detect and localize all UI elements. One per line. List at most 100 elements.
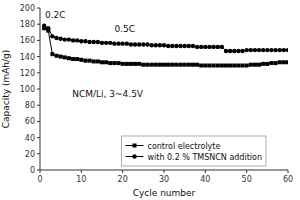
point: [240, 49, 244, 53]
point: [278, 48, 282, 52]
series: [42, 24, 288, 54]
x-tick-label: 30: [159, 175, 169, 184]
point: [46, 26, 50, 30]
point: [216, 64, 220, 68]
point: [92, 40, 96, 44]
point: [129, 42, 133, 46]
point: [100, 60, 104, 64]
point: [286, 60, 288, 64]
point: [133, 42, 137, 46]
point: [117, 61, 121, 65]
point: [55, 54, 59, 58]
plot-area: [42, 24, 288, 68]
point: [137, 42, 141, 46]
point: [108, 61, 112, 65]
point: [79, 39, 83, 43]
point: [145, 63, 149, 67]
y-tick: [37, 89, 40, 90]
point: [245, 64, 249, 68]
point: [92, 59, 96, 63]
point: [269, 48, 273, 52]
point: [273, 48, 277, 52]
point: [112, 41, 116, 45]
point: [133, 62, 137, 66]
point: [83, 39, 87, 43]
y-axis-label: Capacity (mAh/g): [1, 50, 11, 129]
point: [224, 64, 228, 68]
y-tick-label: 200: [20, 4, 35, 13]
y-tick-label: 20: [25, 150, 35, 159]
point: [141, 42, 145, 46]
series-line: [44, 28, 288, 65]
point: [154, 43, 158, 47]
point: [232, 64, 236, 68]
x-tick: [288, 170, 289, 173]
point: [195, 45, 199, 49]
y-tick: [37, 72, 40, 73]
x-tick-label: 60: [283, 175, 293, 184]
chart: 0102030405060020406080100120140160180200…: [0, 0, 300, 200]
y-tick: [37, 121, 40, 122]
annotation: NCM/Li, 3~4.5V: [72, 89, 144, 99]
point: [224, 49, 228, 53]
point: [150, 63, 154, 67]
point: [212, 64, 216, 68]
point: [179, 63, 183, 67]
annotation: 0.5C: [114, 24, 135, 34]
point: [75, 38, 79, 42]
point: [187, 63, 191, 67]
point: [125, 62, 129, 66]
point: [282, 60, 286, 64]
y-tick: [37, 40, 40, 41]
legend-marker: [133, 144, 137, 148]
point: [228, 49, 232, 53]
point: [59, 55, 63, 59]
point: [71, 57, 75, 61]
y-tick-label: 100: [20, 85, 35, 94]
legend: control electrolytewith 0.2 % TMSNCN add…: [122, 136, 267, 166]
point: [220, 45, 224, 49]
point: [265, 62, 269, 66]
point: [265, 48, 269, 52]
point: [79, 58, 83, 62]
y-tick: [37, 24, 40, 25]
point: [203, 45, 207, 49]
series-line: [44, 26, 288, 51]
y-tick-label: 120: [20, 69, 35, 78]
point: [170, 44, 174, 48]
point: [261, 48, 265, 52]
point: [158, 63, 162, 67]
legend-marker: [132, 154, 136, 158]
point: [141, 63, 145, 67]
y-tick-label: 40: [25, 134, 35, 143]
point: [241, 64, 245, 68]
legend-label: with 0.2 % TMSNCN addition: [148, 153, 263, 162]
point: [187, 44, 191, 48]
point: [96, 40, 100, 44]
point: [149, 43, 153, 47]
point: [67, 56, 71, 60]
point: [63, 55, 67, 59]
y-tick: [37, 153, 40, 154]
point: [269, 61, 273, 65]
point: [232, 49, 236, 53]
point: [228, 64, 232, 68]
x-tick: [205, 170, 206, 173]
x-tick: [164, 170, 165, 173]
point: [261, 62, 265, 66]
point: [286, 48, 288, 52]
point: [178, 44, 182, 48]
point: [125, 41, 129, 45]
point: [120, 41, 124, 45]
point: [257, 63, 261, 67]
point: [112, 61, 116, 65]
point: [191, 63, 195, 67]
point: [116, 41, 120, 45]
y-tick-label: 160: [20, 36, 35, 45]
point: [249, 63, 253, 67]
point: [183, 63, 187, 67]
point: [199, 64, 203, 68]
y-tick-label: 60: [25, 117, 35, 126]
point: [87, 40, 91, 44]
point: [253, 48, 257, 52]
